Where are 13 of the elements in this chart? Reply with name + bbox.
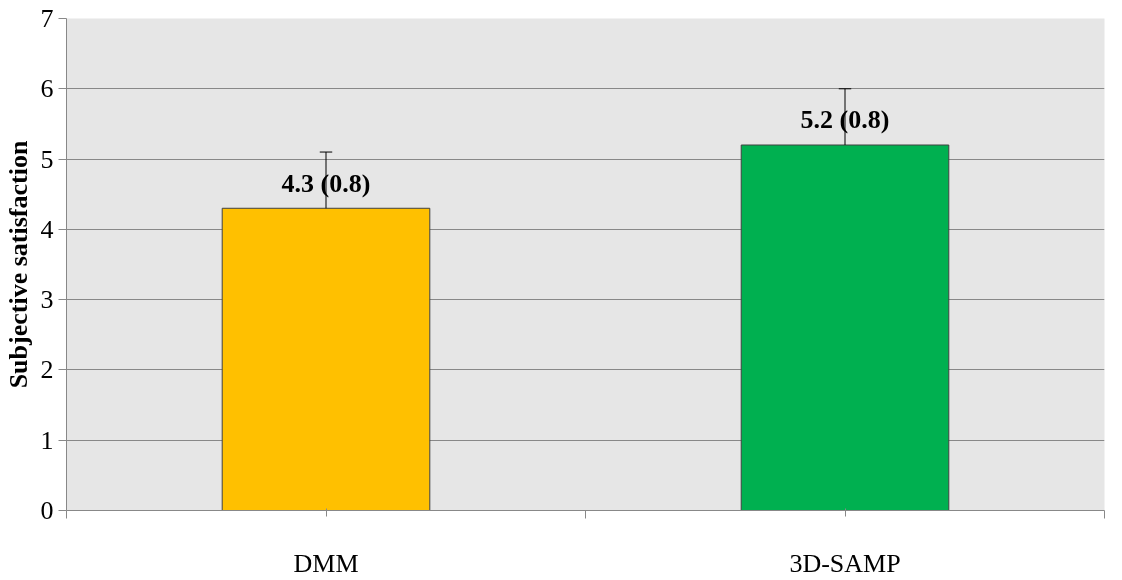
y-axis-title: Subjective satisfaction (3, 140, 33, 389)
y-tick-label: 2 (40, 355, 54, 385)
data-label: 4.3 (0.8) (281, 168, 371, 198)
y-tick-label: 5 (40, 144, 54, 174)
x-tick-label: DMM (293, 548, 359, 578)
data-label: 5.2 (0.8) (800, 105, 890, 135)
x-tick-label: 3D-SAMP (789, 548, 901, 578)
y-tick-label: 3 (40, 285, 54, 315)
y-tick-label: 4 (40, 214, 54, 244)
y-tick-label: 7 (40, 4, 54, 33)
y-tick-label: 0 (40, 496, 54, 525)
y-tick-label: 1 (40, 425, 54, 455)
y-tick-label: 6 (40, 74, 54, 104)
